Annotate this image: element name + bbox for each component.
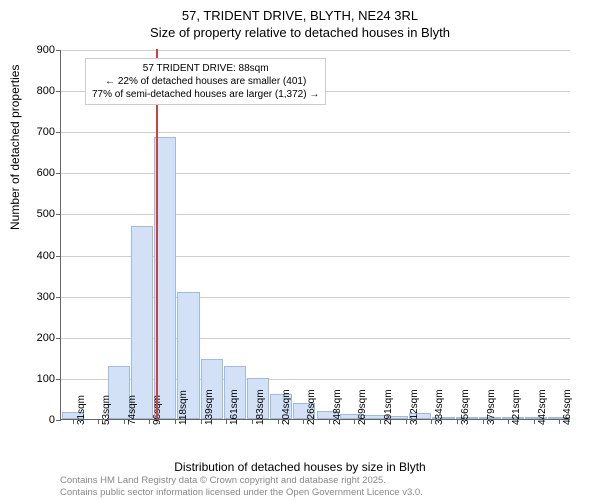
x-tick-label: 464sqm xyxy=(562,389,573,425)
y-tick-label: 200 xyxy=(37,332,55,344)
x-tick xyxy=(303,419,304,424)
x-axis-label: Distribution of detached houses by size … xyxy=(0,460,600,474)
x-tick-label: 269sqm xyxy=(357,389,368,425)
y-tick-label: 400 xyxy=(37,250,55,262)
x-tick-label: 226sqm xyxy=(306,389,317,425)
y-axis-label: Number of detached properties xyxy=(8,65,22,230)
annotation-line: 57 TRIDENT DRIVE: 88sqm xyxy=(92,62,319,75)
y-tick xyxy=(56,91,61,92)
x-tick xyxy=(226,419,227,424)
y-tick-label: 600 xyxy=(37,167,55,179)
y-tick xyxy=(56,420,61,421)
y-tick xyxy=(56,379,61,380)
chart-title: 57, TRIDENT DRIVE, BLYTH, NE24 3RL xyxy=(0,0,600,23)
x-tick xyxy=(380,419,381,424)
y-tick-label: 300 xyxy=(37,291,55,303)
y-tick-label: 700 xyxy=(37,126,55,138)
footer-line2: Contains public sector information licen… xyxy=(60,487,423,498)
x-tick-label: 74sqm xyxy=(127,395,138,425)
x-tick xyxy=(149,419,150,424)
x-tick-label: 379sqm xyxy=(486,389,497,425)
annotation-box: 57 TRIDENT DRIVE: 88sqm← 22% of detached… xyxy=(85,58,326,105)
x-tick xyxy=(252,419,253,424)
x-tick xyxy=(73,419,74,424)
chart-container: 57, TRIDENT DRIVE, BLYTH, NE24 3RL Size … xyxy=(0,0,600,500)
y-tick xyxy=(56,338,61,339)
x-tick xyxy=(559,419,560,424)
y-tick xyxy=(56,256,61,257)
y-tick-label: 800 xyxy=(37,85,55,97)
x-tick-label: 31sqm xyxy=(76,395,87,425)
chart-subtitle: Size of property relative to detached ho… xyxy=(0,23,600,40)
x-tick-label: 421sqm xyxy=(511,389,522,425)
y-tick xyxy=(56,173,61,174)
x-tick xyxy=(201,419,202,424)
x-tick-label: 161sqm xyxy=(229,389,240,425)
y-tick xyxy=(56,297,61,298)
x-tick-label: 291sqm xyxy=(383,389,394,425)
x-tick xyxy=(354,419,355,424)
y-tick-label: 0 xyxy=(49,414,55,426)
x-tick xyxy=(431,419,432,424)
x-tick xyxy=(457,419,458,424)
histogram-bar xyxy=(131,226,153,419)
y-tick xyxy=(56,50,61,51)
y-tick xyxy=(56,214,61,215)
x-tick xyxy=(175,419,176,424)
y-tick-label: 500 xyxy=(37,208,55,220)
x-tick xyxy=(483,419,484,424)
x-tick xyxy=(329,419,330,424)
x-tick xyxy=(124,419,125,424)
x-tick-label: 139sqm xyxy=(204,389,215,425)
footer-attribution: Contains HM Land Registry data © Crown c… xyxy=(60,475,423,498)
x-tick-label: 53sqm xyxy=(101,395,112,425)
footer-line1: Contains HM Land Registry data © Crown c… xyxy=(60,475,423,486)
x-tick xyxy=(534,419,535,424)
x-tick-label: 204sqm xyxy=(281,389,292,425)
x-tick-label: 334sqm xyxy=(434,389,445,425)
x-tick xyxy=(508,419,509,424)
x-tick-label: 312sqm xyxy=(409,389,420,425)
gridline xyxy=(61,214,570,215)
x-tick xyxy=(278,419,279,424)
x-tick-label: 248sqm xyxy=(332,389,343,425)
gridline xyxy=(61,132,570,133)
x-tick-label: 356sqm xyxy=(460,389,471,425)
annotation-line: ← 22% of detached houses are smaller (40… xyxy=(92,75,319,88)
x-tick-label: 118sqm xyxy=(178,390,189,425)
plot-area: 31sqm53sqm74sqm96sqm118sqm139sqm161sqm18… xyxy=(60,50,570,420)
annotation-line: 77% of semi-detached houses are larger (… xyxy=(92,88,319,101)
gridline xyxy=(61,173,570,174)
x-tick-label: 442sqm xyxy=(537,389,548,425)
y-tick xyxy=(56,132,61,133)
gridline xyxy=(61,50,570,51)
y-tick-label: 100 xyxy=(37,373,55,385)
x-tick xyxy=(98,419,99,424)
x-tick-label: 183sqm xyxy=(255,389,266,425)
y-tick-label: 900 xyxy=(37,44,55,56)
x-tick xyxy=(406,419,407,424)
